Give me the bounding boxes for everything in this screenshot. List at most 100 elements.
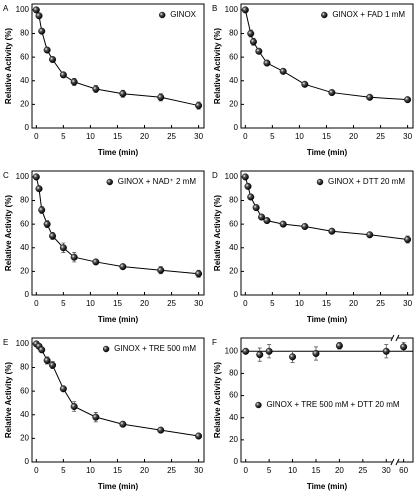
data-point xyxy=(404,235,412,243)
data-point xyxy=(255,47,263,55)
data-point xyxy=(249,38,257,46)
x-tick-label: 15 xyxy=(113,299,122,308)
data-point xyxy=(382,347,390,355)
x-tick-label: 30 xyxy=(194,132,203,141)
data-point xyxy=(242,347,250,355)
legend-marker xyxy=(316,178,324,186)
data-point xyxy=(247,30,255,38)
y-tick-label: 0 xyxy=(234,457,239,466)
x-tick-label: 5 xyxy=(270,299,275,308)
panel-label: B xyxy=(212,4,217,13)
data-point xyxy=(35,185,43,193)
axis-break-gap xyxy=(391,336,398,340)
y-tick-label: 100 xyxy=(225,5,239,14)
data-point xyxy=(49,361,57,369)
data-point xyxy=(256,351,264,359)
data-point xyxy=(400,343,408,351)
data-point xyxy=(49,232,57,240)
x-tick-label: 30 xyxy=(194,299,203,308)
data-point xyxy=(43,46,51,54)
data-point xyxy=(301,80,309,88)
x-tick-label: 0 xyxy=(34,299,39,308)
x-axis-label: Time (min) xyxy=(98,482,139,491)
x-tick-label: 0 xyxy=(243,299,248,308)
legend-marker xyxy=(102,345,110,353)
plot-frame xyxy=(240,170,414,296)
legend-label: GINOX xyxy=(170,10,196,19)
x-tick-label: 0 xyxy=(243,466,248,475)
y-tick-label: 40 xyxy=(20,243,29,252)
x-tick-label: 10 xyxy=(86,299,95,308)
x-tick-label: 30 xyxy=(382,466,391,475)
x-tick-label: 25 xyxy=(167,299,176,308)
x-tick-label: 25 xyxy=(376,132,385,141)
x-tick-label: 30 xyxy=(403,299,412,308)
data-point xyxy=(263,217,271,225)
y-tick-label: 80 xyxy=(20,29,29,38)
plot-frame xyxy=(31,170,205,296)
data-point xyxy=(366,93,374,101)
y-tick-label: 20 xyxy=(20,99,29,108)
legend-label: GINOX + TRE 500 mM xyxy=(114,344,196,353)
y-tick-label: 40 xyxy=(229,76,238,85)
y-tick-label: 0 xyxy=(25,123,30,132)
data-point xyxy=(195,432,203,440)
legend-label: GINOX + TRE 500 mM + DTT 20 mM xyxy=(266,400,399,409)
data-point xyxy=(38,346,46,354)
fit-line xyxy=(244,176,408,240)
data-point xyxy=(43,220,51,228)
data-point xyxy=(404,96,412,104)
fit-line xyxy=(35,176,199,275)
y-tick-label: 60 xyxy=(20,386,29,395)
data-point xyxy=(244,182,252,190)
y-tick-label: 0 xyxy=(234,290,239,299)
data-point xyxy=(157,426,165,434)
x-tick-label: 20 xyxy=(349,299,358,308)
y-tick-label: 20 xyxy=(229,435,238,444)
x-axis-label: Time (min) xyxy=(98,148,139,157)
y-tick-label: 100 xyxy=(16,339,30,348)
axis-break xyxy=(395,458,400,466)
data-point xyxy=(119,263,127,271)
y-tick-label: 100 xyxy=(16,5,30,14)
data-point xyxy=(59,385,67,393)
data-point xyxy=(38,27,46,35)
x-tick-label: 0 xyxy=(34,466,39,475)
data-point xyxy=(241,173,249,181)
y-tick-label: 0 xyxy=(25,457,30,466)
data-point xyxy=(252,204,260,212)
y-tick-label: 40 xyxy=(229,243,238,252)
y-tick-label: 100 xyxy=(225,346,239,355)
data-point xyxy=(59,244,67,252)
y-tick-label: 60 xyxy=(229,391,238,400)
y-tick-label: 80 xyxy=(229,196,238,205)
data-point xyxy=(119,420,127,428)
x-tick-label: 20 xyxy=(349,132,358,141)
legend-label: GINOX + DTT 20 mM xyxy=(328,177,405,186)
data-point xyxy=(92,258,100,266)
data-point xyxy=(119,90,127,98)
plot-frame xyxy=(240,337,414,463)
x-axis-label: Time (min) xyxy=(98,315,139,324)
x-tick-label: 10 xyxy=(86,466,95,475)
panel-label: D xyxy=(212,171,218,180)
legend-marker xyxy=(106,178,113,186)
data-point xyxy=(92,413,100,421)
x-axis-label: Time (min) xyxy=(307,482,348,491)
data-point xyxy=(328,89,336,97)
data-point xyxy=(59,71,67,79)
data-point xyxy=(43,356,51,364)
x-tick-label: 15 xyxy=(322,299,331,308)
data-point xyxy=(32,6,40,14)
axis-break xyxy=(390,458,395,466)
x-tick-label: 30 xyxy=(194,466,203,475)
x-tick-label: 25 xyxy=(358,466,367,475)
legend-marker xyxy=(321,11,328,19)
fit-line xyxy=(244,9,408,101)
y-tick-label: 0 xyxy=(234,123,239,132)
legend-label: GINOX + FAD 1 mM xyxy=(332,10,405,19)
x-tick-label: 5 xyxy=(61,466,66,475)
y-tick-label: 80 xyxy=(229,369,238,378)
y-tick-label: 80 xyxy=(229,29,238,38)
